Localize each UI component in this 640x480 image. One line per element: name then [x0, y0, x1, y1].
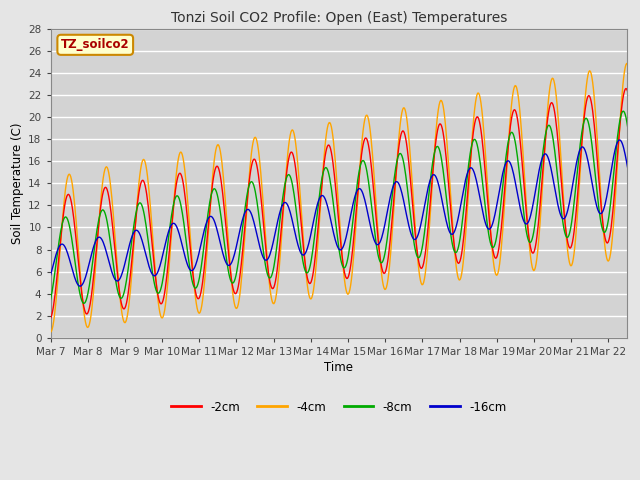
Y-axis label: Soil Temperature (C): Soil Temperature (C)	[11, 122, 24, 244]
Title: Tonzi Soil CO2 Profile: Open (East) Temperatures: Tonzi Soil CO2 Profile: Open (East) Temp…	[170, 11, 507, 25]
Text: TZ_soilco2: TZ_soilco2	[61, 38, 129, 51]
Legend: -2cm, -4cm, -8cm, -16cm: -2cm, -4cm, -8cm, -16cm	[166, 396, 511, 418]
X-axis label: Time: Time	[324, 361, 353, 374]
